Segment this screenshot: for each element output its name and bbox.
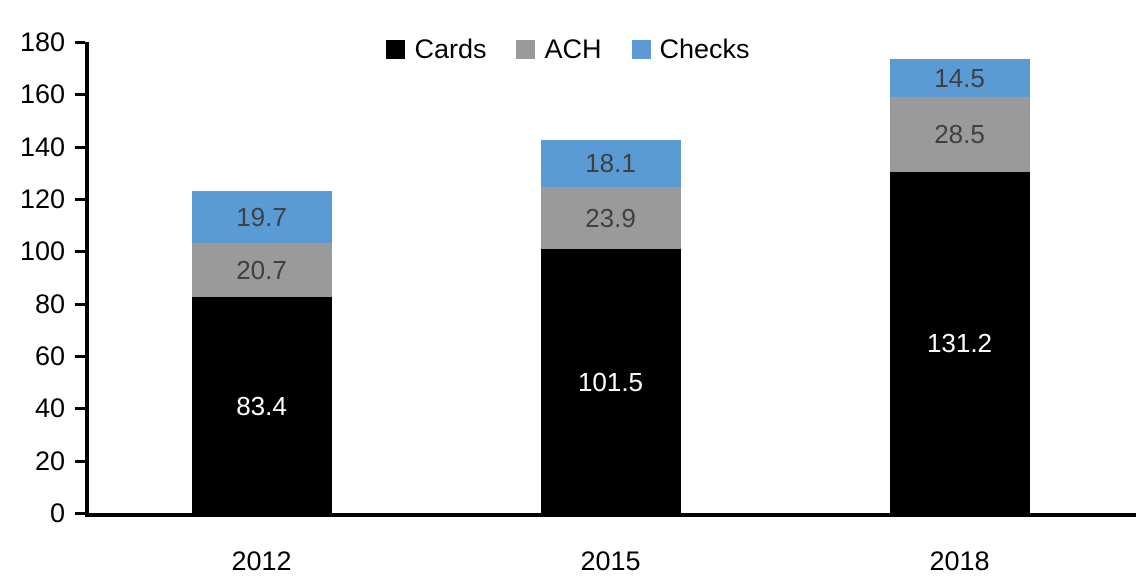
x-axis-category-label: 2012 [231, 546, 292, 576]
y-axis-tick-label: 140 [19, 131, 65, 162]
y-axis-tick [75, 145, 85, 149]
data-label-cards-2012: 83.4 [236, 390, 287, 421]
y-axis-tick-label: 40 [34, 393, 65, 424]
legend-item-ach: ACH [516, 34, 602, 64]
bar-segment-cards-2012: 83.4 [191, 296, 332, 515]
data-label-checks-2012: 19.7 [236, 201, 287, 232]
bar-segment-ach-2012: 20.7 [191, 242, 332, 297]
bar-segment-checks-2018: 14.5 [889, 59, 1030, 98]
bar-segment-checks-2015: 18.1 [540, 139, 681, 187]
legend-swatch-cards-icon [386, 40, 406, 59]
y-axis-tick [75, 41, 85, 44]
data-label-ach-2015: 23.9 [585, 203, 636, 234]
legend-swatch-ach-icon [516, 40, 536, 59]
bar-segment-ach-2018: 28.5 [889, 97, 1030, 172]
data-label-ach-2018: 28.5 [934, 119, 985, 150]
chart-legend: Cards ACH Checks [0, 36, 1136, 63]
legend-item-cards: Cards [386, 36, 486, 63]
bar-segment-cards-2015: 101.5 [540, 249, 681, 515]
y-axis-tick-label: 60 [34, 341, 65, 371]
data-label-cards-2018: 131.2 [926, 328, 993, 359]
data-label-checks-2018: 14.5 [934, 63, 985, 94]
y-axis-tick [75, 93, 85, 97]
x-axis-line [85, 513, 1136, 517]
y-axis-tick [75, 250, 85, 254]
legend-label: ACH [544, 34, 602, 64]
y-axis-tick [75, 198, 85, 201]
y-axis-tick [75, 302, 85, 306]
y-axis-tick-label: 80 [34, 288, 65, 319]
legend-label: Checks [659, 34, 750, 64]
x-axis-category-label: 2018 [929, 546, 990, 576]
bar-segment-checks-2012: 19.7 [191, 191, 332, 243]
bar-segment-cards-2018: 131.2 [889, 171, 1030, 515]
data-label-checks-2015: 18.1 [585, 148, 636, 179]
y-axis-tick-label: 0 [49, 498, 65, 528]
y-axis-tick-label: 160 [19, 79, 65, 110]
legend-swatch-checks-icon [631, 40, 651, 59]
y-axis-line [85, 42, 89, 517]
y-axis-tick-label: 180 [19, 27, 65, 57]
data-label-cards-2015: 101.5 [577, 367, 644, 398]
y-axis-tick-label: 120 [19, 184, 65, 214]
y-axis-tick-label: 20 [34, 445, 65, 476]
y-axis-tick-label: 100 [19, 236, 65, 267]
y-axis-tick [75, 512, 85, 515]
data-label-ach-2012: 20.7 [236, 254, 287, 285]
y-axis-tick [75, 407, 85, 411]
legend-item-checks: Checks [631, 34, 750, 64]
legend-label: Cards [414, 34, 487, 64]
bar-segment-ach-2015: 23.9 [540, 186, 681, 250]
x-axis-category-label: 2015 [580, 546, 641, 576]
y-axis-tick [75, 459, 85, 463]
y-axis-tick [75, 355, 85, 358]
